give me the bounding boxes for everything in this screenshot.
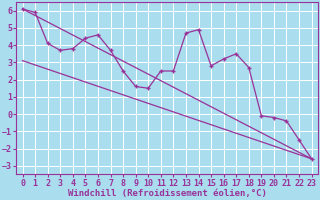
X-axis label: Windchill (Refroidissement éolien,°C): Windchill (Refroidissement éolien,°C) [68,189,267,198]
